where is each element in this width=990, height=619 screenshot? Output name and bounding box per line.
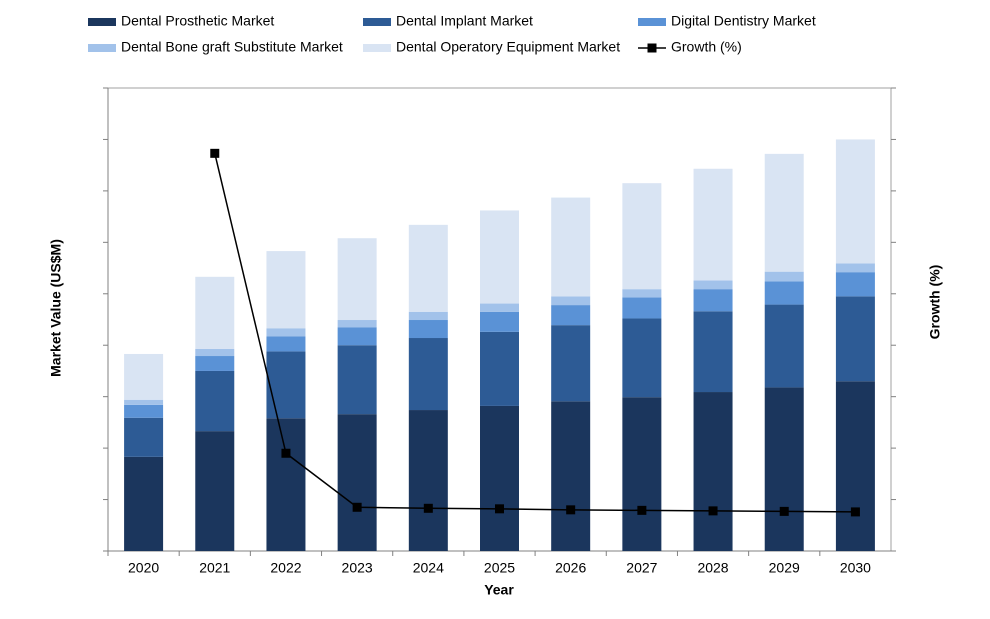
x-tick-label: 2025 xyxy=(484,560,515,576)
bar-segment xyxy=(480,405,519,551)
x-tick-label: 2024 xyxy=(413,560,444,576)
bar-segment xyxy=(764,281,804,305)
legend-swatch xyxy=(363,18,391,26)
bar-segment xyxy=(124,404,164,418)
bar-segment xyxy=(480,303,519,312)
bar-segment xyxy=(337,238,377,321)
bar-segment xyxy=(480,331,519,406)
bar-segment xyxy=(124,456,164,551)
legend-label: Dental Implant Market xyxy=(396,13,533,29)
bar-segment xyxy=(337,320,377,328)
growth-marker xyxy=(779,506,789,516)
x-tick-label: 2028 xyxy=(697,560,728,576)
growth-marker xyxy=(352,502,362,512)
x-tick-label: 2026 xyxy=(555,560,586,576)
legend-label: Dental Bone graft Substitute Market xyxy=(121,39,343,55)
bar-segment xyxy=(835,263,875,273)
bar-segment xyxy=(408,224,448,312)
bar-segment xyxy=(693,168,733,281)
bar-segment xyxy=(124,353,164,400)
bar-segment xyxy=(408,311,448,321)
bar-segment xyxy=(408,410,448,551)
growth-line xyxy=(214,153,856,513)
bar-segment xyxy=(693,392,733,551)
growth-marker xyxy=(708,506,718,516)
bar-segment xyxy=(266,328,306,337)
growth-marker xyxy=(281,448,291,458)
bar-segment xyxy=(195,356,235,371)
bar-segment xyxy=(764,153,804,272)
legend-label: Dental Prosthetic Market xyxy=(121,13,274,29)
x-tick-label: 2022 xyxy=(270,560,301,576)
bar-segment xyxy=(693,280,733,290)
legend-swatch xyxy=(363,44,391,52)
y2-axis-title: Growth (%) xyxy=(927,265,943,340)
bar-segment xyxy=(337,414,377,551)
bar-segment xyxy=(693,311,733,393)
bar-segment xyxy=(195,431,235,551)
x-tick-label: 2021 xyxy=(199,560,230,576)
growth-marker xyxy=(495,504,504,514)
bar-segment xyxy=(551,401,591,551)
growth-marker xyxy=(566,505,576,515)
growth-marker xyxy=(850,507,860,517)
bar-segment xyxy=(337,327,377,346)
bar-segment xyxy=(195,348,235,357)
bar-segment xyxy=(195,370,235,432)
legend-swatch xyxy=(88,18,116,26)
legend-label: Dental Operatory Equipment Market xyxy=(396,39,620,55)
bar-segment xyxy=(337,345,377,415)
bar-segment xyxy=(266,351,306,419)
bar-segment xyxy=(124,417,164,457)
bar-segment xyxy=(408,338,448,411)
growth-marker xyxy=(423,503,433,513)
bar-segment xyxy=(764,304,804,388)
legend-swatch xyxy=(88,44,116,52)
bar-segment xyxy=(622,318,662,398)
bar-segment xyxy=(408,320,448,339)
bar-segment xyxy=(622,183,662,290)
bar-segment xyxy=(551,197,591,297)
legend-label: Digital Dentistry Market xyxy=(671,13,816,29)
bar-segment xyxy=(622,397,662,551)
bar-segment xyxy=(195,276,235,349)
bar-segment xyxy=(693,289,733,312)
bar-segment xyxy=(266,251,306,329)
bar-segment xyxy=(622,297,662,319)
growth-marker xyxy=(210,148,220,158)
x-tick-label: 2027 xyxy=(626,560,657,576)
bar-segment xyxy=(835,272,875,297)
bar-segment xyxy=(622,289,662,298)
bar-segment xyxy=(835,296,875,382)
bar-segment xyxy=(266,418,306,551)
bar-segment xyxy=(764,387,804,551)
bar-segment xyxy=(480,210,519,304)
legend-label: Growth (%) xyxy=(671,39,742,55)
legend-marker xyxy=(647,43,657,53)
bar-segment xyxy=(835,139,875,264)
bar-segment xyxy=(551,296,591,306)
x-tick-label: 2020 xyxy=(128,560,159,576)
y-axis-title: Market Value (US$M) xyxy=(48,239,64,377)
bar-segment xyxy=(551,305,591,326)
x-tick-label: 2023 xyxy=(342,560,373,576)
x-axis-title: Year xyxy=(484,582,514,598)
legend-swatch xyxy=(638,18,666,26)
bar-segment xyxy=(835,381,875,551)
bar-segment xyxy=(124,399,164,405)
bar-segment xyxy=(266,336,306,352)
x-tick-label: 2029 xyxy=(769,560,800,576)
bar-segment xyxy=(480,311,519,332)
x-tick-label: 2030 xyxy=(840,560,871,576)
bar-segment xyxy=(764,271,804,282)
bar-segment xyxy=(551,325,591,402)
growth-marker xyxy=(637,505,647,515)
